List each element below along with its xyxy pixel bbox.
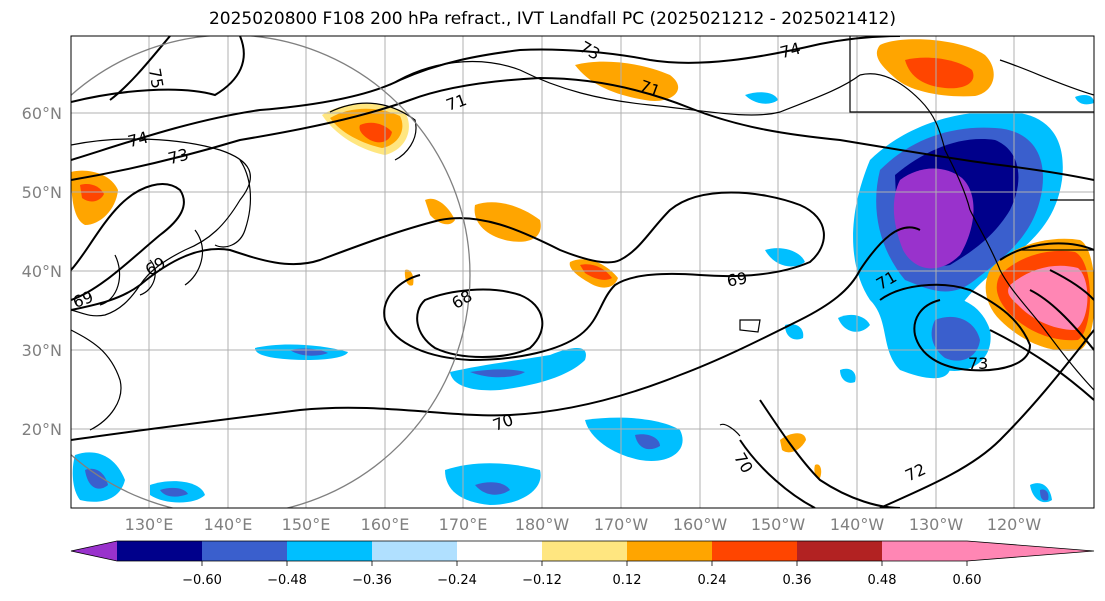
colorbar-tick-label: −0.60 [182, 573, 222, 588]
contour-label: 75 [145, 67, 167, 90]
lon-label: 130°E [125, 515, 174, 534]
lon-label: 180°W [515, 515, 570, 534]
colorbar-tick-label: −0.12 [522, 573, 562, 588]
lon-label: 130°W [909, 515, 964, 534]
lon-label: 150°E [282, 515, 331, 534]
colorbar-segment [71, 541, 117, 561]
colorbar-tick-label: 0.24 [698, 573, 727, 588]
latitude-labels: 60°N 50°N 40°N 30°N 20°N [22, 104, 62, 439]
lon-label: 140°W [830, 515, 885, 534]
colorbar-ticks [201, 561, 968, 566]
colorbar-segment [117, 541, 202, 561]
lat-label: 50°N [22, 183, 62, 202]
lon-label: 120°W [987, 515, 1042, 534]
lon-label: 140°E [204, 515, 253, 534]
contour-label: 74 [126, 128, 151, 152]
lat-label: 20°N [22, 420, 62, 439]
colorbar-outline [70, 540, 1095, 562]
colorbar-tick-label: −0.36 [352, 573, 392, 588]
colorbar-tick-label: 0.60 [953, 573, 982, 588]
lat-label: 60°N [22, 104, 62, 123]
lon-label: 150°W [751, 515, 806, 534]
lat-label: 30°N [22, 341, 62, 360]
refractivity-contours [71, 36, 1094, 508]
lon-label: 160°W [673, 515, 728, 534]
coastlines [71, 36, 1094, 437]
lon-label: 170°W [594, 515, 649, 534]
colorbar-segment [202, 541, 287, 561]
colorbar-segment [967, 541, 1094, 561]
colorbar-segment [457, 541, 542, 561]
map-border [70, 35, 1095, 509]
colorbar-tick-label: 0.48 [868, 573, 897, 588]
colorbar: −0.60 −0.48 −0.36 −0.24 −0.12 0.12 0.24 … [70, 540, 1095, 588]
lon-label: 170°E [439, 515, 488, 534]
lat-label: 40°N [22, 262, 62, 281]
colorbar-segment [287, 541, 372, 561]
contour-label: 73 [968, 354, 988, 373]
colorbar-segment [372, 541, 457, 561]
contour-label: 69 [725, 268, 748, 290]
colorbar-segment [712, 541, 797, 561]
colorbar-segment [542, 541, 627, 561]
region-circle [71, 36, 471, 508]
colorbar-tick-label: 0.36 [783, 573, 812, 588]
colorbar-tick-label: −0.48 [267, 573, 307, 588]
contour-label: 73 [166, 145, 191, 169]
colorbar-segment [627, 541, 712, 561]
longitude-labels: 130°E 140°E 150°E 160°E 170°E 180°W 170°… [125, 515, 1042, 534]
colorbar-segment [797, 541, 882, 561]
gridlines [71, 36, 1094, 508]
contour-label: 74 [778, 39, 803, 63]
colorbar-tick-label: 0.12 [613, 573, 642, 588]
colorbar-tick-label: −0.24 [437, 573, 477, 588]
map-title: 2025020800 F108 200 hPa refract., IVT La… [208, 9, 896, 29]
colorbar-segment [882, 541, 967, 561]
lon-label: 160°E [361, 515, 410, 534]
